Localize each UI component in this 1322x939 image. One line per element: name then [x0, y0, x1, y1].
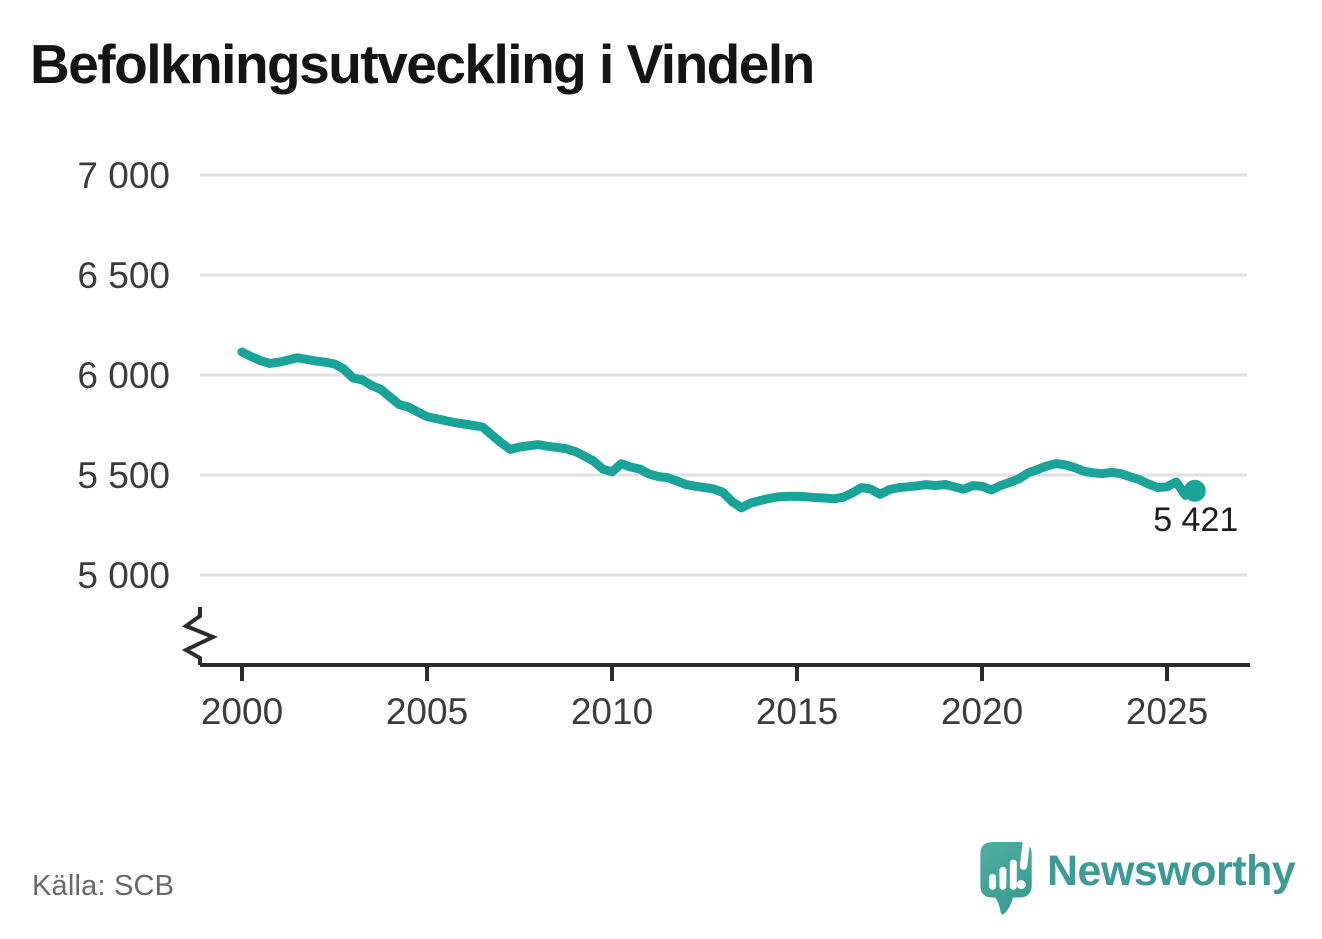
end-value-label: 5 421 — [1153, 501, 1238, 539]
y-tick-label: 7 000 — [77, 155, 170, 196]
exclamation-glyph — [1016, 840, 1031, 890]
y-tick-label: 5 500 — [77, 455, 170, 496]
x-axis-ticks-group — [240, 665, 1169, 681]
y-tick-label: 6 500 — [77, 255, 170, 296]
y-tick-label: 6 000 — [77, 355, 170, 396]
newsworthy-bubble-chart-icon — [980, 840, 1032, 915]
bar-chart-glyph — [989, 859, 1017, 890]
gridlines-group — [200, 173, 1247, 577]
population-series-line — [237, 347, 1200, 513]
x-tick-label: 2025 — [1126, 691, 1208, 732]
y-axis-labels-group: 7 000 6 500 6 000 5 500 5 000 — [77, 155, 170, 596]
chart-title: Befolkningsutveckling i Vindeln — [30, 33, 815, 95]
x-tick-label: 2000 — [201, 691, 283, 732]
x-tick-label: 2015 — [756, 691, 838, 732]
y-tick-label: 5 000 — [77, 555, 170, 596]
source-note: Källa: SCB — [32, 870, 175, 902]
x-tick-label: 2020 — [941, 691, 1023, 732]
x-tick-label: 2010 — [571, 691, 653, 732]
series-end-dot — [1183, 479, 1206, 502]
x-axis-labels-group: 2000 2005 2010 2015 2020 2025 — [201, 691, 1208, 732]
axis-break-icon — [181, 607, 218, 665]
x-tick-label: 2005 — [386, 691, 468, 732]
newsworthy-logo[interactable]: Newsworthy — [978, 840, 1296, 916]
newsworthy-wordmark: Newsworthy — [1047, 846, 1296, 895]
